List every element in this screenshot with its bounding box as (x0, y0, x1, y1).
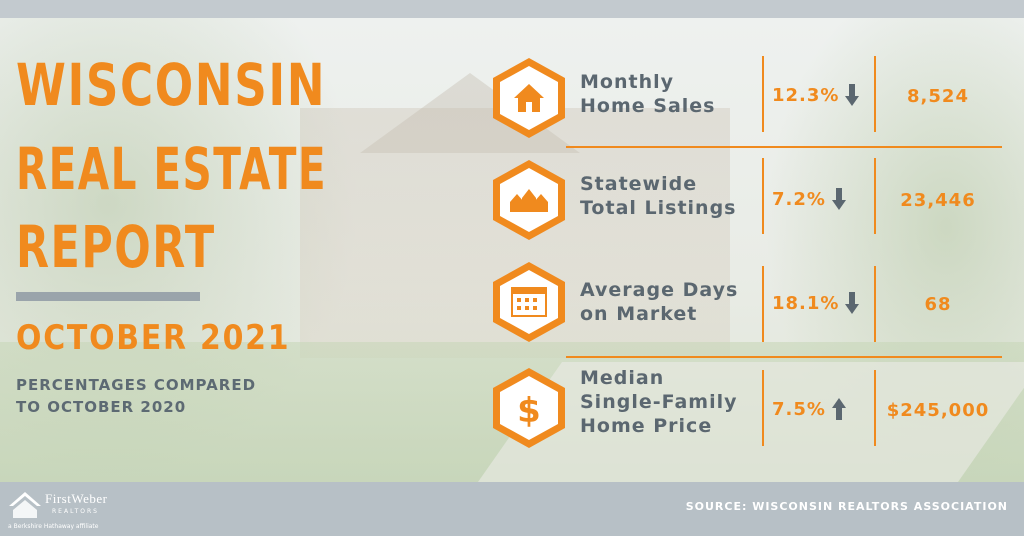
metric-value: 8,524 (907, 86, 969, 107)
comparison-note: PERCENTAGES COMPARED TO OCTOBER 2020 (16, 374, 256, 418)
title-divider (16, 292, 200, 301)
houses-icon (493, 160, 565, 240)
title-line-3: REPORT (16, 213, 216, 281)
dollar-icon: $ (493, 368, 565, 448)
arrow-down-icon (831, 188, 846, 210)
metric-label: Statewide Total Listings (580, 173, 737, 219)
metric-value: $245,000 (886, 400, 990, 421)
svg-text:$: $ (517, 391, 541, 431)
first-weber-logo: FirstWeber REALTORS a Berkshire Hathaway… (8, 488, 148, 532)
logo-roof-icon (9, 492, 41, 518)
title-line-1: WISCONSIN (16, 51, 327, 119)
metric-change: 12.3% (772, 84, 862, 106)
title-line-2: REAL ESTATE (16, 135, 328, 203)
metric-label: Average Days on Market (580, 279, 739, 325)
metric-label: Median Single-Family Home Price (580, 367, 738, 437)
top-bar (0, 0, 1024, 18)
arrow-down-icon (845, 292, 860, 314)
logo-affiliate: a Berkshire Hathaway affiliate (8, 523, 99, 530)
calendar-icon (493, 262, 565, 342)
source-credit: SOURCE: WISCONSIN REALTORS ASSOCIATION (685, 500, 1008, 513)
metric-change: 7.2% (772, 188, 862, 210)
arrow-up-icon (831, 398, 846, 420)
arrow-down-icon (845, 84, 860, 106)
comparison-note-line-1: PERCENTAGES COMPARED (16, 376, 257, 394)
logo-sub: REALTORS (52, 508, 99, 515)
footer-bar (0, 482, 1024, 536)
metric-value: 68 (924, 294, 952, 315)
metric-label: Monthly Home Sales (580, 71, 716, 117)
house-icon (493, 58, 565, 138)
logo-name: FirstWeber (45, 491, 108, 506)
metric-change: 7.5% (772, 398, 862, 420)
metric-change: 18.1% (772, 292, 862, 314)
comparison-note-line-2: TO OCTOBER 2020 (16, 398, 187, 416)
report-period: OCTOBER 2021 (16, 318, 291, 358)
metric-value: 23,446 (900, 190, 976, 211)
